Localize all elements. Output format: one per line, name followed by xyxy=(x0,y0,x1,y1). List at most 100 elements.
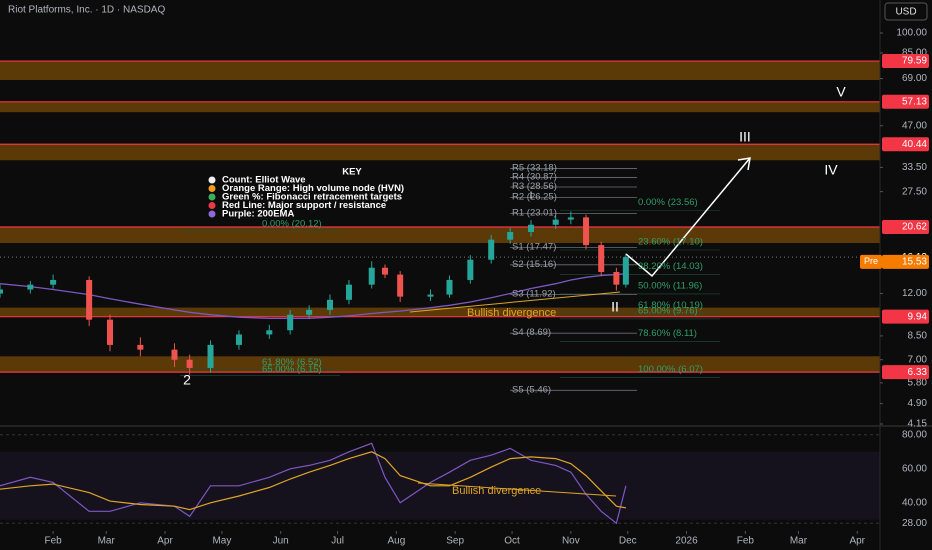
projection-arrowhead xyxy=(737,157,751,171)
candle-body xyxy=(598,245,605,272)
candle-body xyxy=(488,239,495,260)
candle-body xyxy=(345,284,352,300)
candle-body xyxy=(467,259,474,280)
x-tick-label: Apr xyxy=(849,536,865,547)
divergence-line xyxy=(417,482,617,497)
hvn-band xyxy=(0,356,880,373)
currency[interactable]: USD xyxy=(895,7,916,18)
level-label-box xyxy=(882,309,929,324)
key-swatch xyxy=(208,193,216,201)
bands-layer xyxy=(0,61,880,524)
wave-label: 2 xyxy=(183,372,191,388)
divergence-line xyxy=(409,291,621,313)
rsi-tick-label: 40.00 xyxy=(902,497,927,508)
hvn-band xyxy=(0,227,880,244)
candle-body xyxy=(567,217,574,220)
y-tick-label: 27.50 xyxy=(902,186,927,197)
wave-label: V xyxy=(836,84,846,100)
hvn-band xyxy=(0,144,880,161)
hvn-band xyxy=(0,307,880,317)
pivot-label: R1 (23.01) xyxy=(512,208,557,219)
pivot-label: S4 (8.69) xyxy=(512,327,551,338)
x-tick-label: Mar xyxy=(790,536,808,547)
projection-path xyxy=(625,157,751,278)
pivot-label: R2 (26.25) xyxy=(512,191,557,202)
candle-body xyxy=(446,279,453,295)
wave-label: II xyxy=(611,299,619,315)
y-tick-label: 7.00 xyxy=(908,354,928,365)
candle-body xyxy=(86,279,93,320)
level-label: 20.62 xyxy=(902,222,927,233)
y-tick-label: 8.50 xyxy=(908,331,928,342)
annotation: Bullish divergence xyxy=(467,307,556,319)
y-tick-label: 4.15 xyxy=(908,419,928,430)
candle-body xyxy=(327,299,333,310)
level-label: 57.13 xyxy=(902,96,927,107)
y-tick-label: 100.00 xyxy=(896,28,927,39)
y-tick-label: 5.80 xyxy=(908,378,928,389)
rsi-tick-label: 80.00 xyxy=(902,429,927,440)
currency-button[interactable] xyxy=(884,2,928,21)
wave-label: IV xyxy=(824,162,838,178)
pivot-label: R4 (30.87) xyxy=(512,171,557,182)
candle-body xyxy=(613,271,620,285)
level-label-box xyxy=(882,54,929,69)
fib-label: 65.00% (9.76) xyxy=(638,305,698,316)
pre-label: Pre xyxy=(864,256,878,266)
pivot-label: R3 (28.56) xyxy=(512,181,557,192)
level-label: 6.33 xyxy=(908,367,928,378)
key-item: Green %: Fibonacci retracement targets xyxy=(222,192,402,203)
rsi-tick-label: 28.00 xyxy=(902,518,927,529)
x-tick-label: May xyxy=(212,536,231,547)
candle-body xyxy=(528,224,535,232)
candle-body xyxy=(235,334,242,345)
candle-body xyxy=(50,279,57,285)
x-tick-label: Jun xyxy=(273,536,289,547)
fib-label: 61.80% (10.19) xyxy=(638,300,703,311)
key-item: Orange Range: High volume node (HVN) xyxy=(222,183,404,194)
candle-body xyxy=(207,344,214,368)
rsi-ma-line xyxy=(0,451,627,511)
candle-body xyxy=(397,274,404,297)
candle-body xyxy=(583,217,590,246)
key-swatch xyxy=(208,176,216,184)
pivot-label: S3 (11.92) xyxy=(512,288,556,299)
level-label-box xyxy=(882,137,929,152)
hvn-band xyxy=(0,61,880,81)
level-label-box xyxy=(882,220,929,235)
key-item: Red Line: Major support / resistance xyxy=(222,200,386,211)
annotation: Bullish divergence xyxy=(452,485,541,497)
candle-body xyxy=(137,344,144,350)
level-label-box xyxy=(882,365,929,380)
pivot-label: S5 (5.46) xyxy=(512,384,551,395)
key-title: KEY xyxy=(342,167,362,178)
fib-label: 78.60% (8.11) xyxy=(638,328,697,339)
x-tick-label: 2026 xyxy=(675,536,698,547)
candle-body xyxy=(306,309,313,315)
y-tick-label: 4.90 xyxy=(908,398,928,409)
x-tick-label: Dec xyxy=(619,536,637,547)
level-label: 79.59 xyxy=(902,56,927,67)
x-tick-label: Mar xyxy=(98,536,116,547)
candle-body xyxy=(266,330,273,335)
candle-body xyxy=(0,289,3,294)
y-tick-label: 85.00 xyxy=(902,48,927,59)
candle-body xyxy=(368,267,375,285)
chart-title: Riot Platforms, Inc. · 1D · NASDAQ xyxy=(8,5,165,16)
pre-price-box xyxy=(882,254,929,269)
x-tick-label: Apr xyxy=(157,536,173,547)
wave-label: I xyxy=(530,191,533,202)
candle-body xyxy=(507,231,514,240)
x-tick-label: Sep xyxy=(446,536,464,547)
candle-body xyxy=(27,284,34,290)
key: KEY Count: Elliot Wave Orange Range: Hig… xyxy=(208,167,404,220)
fib-label: 38.20% (14.03) xyxy=(638,261,703,272)
candle-body xyxy=(186,359,193,368)
key-item: Count: Elliot Wave xyxy=(222,175,306,186)
pre-label-box xyxy=(860,254,882,269)
level-label: 40.44 xyxy=(902,139,927,150)
candle-body xyxy=(171,349,178,360)
fib-label: 65.00% (6.15) xyxy=(262,364,322,375)
wave-label: III xyxy=(739,129,751,145)
